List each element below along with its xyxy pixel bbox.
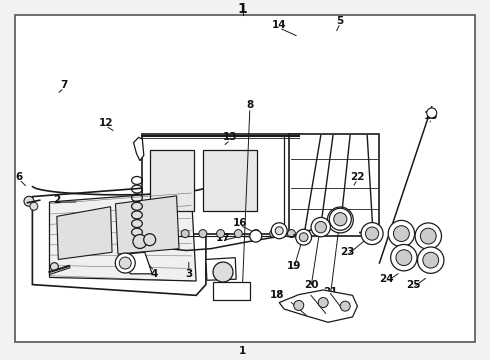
Circle shape xyxy=(361,222,383,244)
Circle shape xyxy=(213,262,233,282)
Text: 24: 24 xyxy=(379,274,394,284)
Circle shape xyxy=(315,221,326,233)
Circle shape xyxy=(271,223,287,239)
Text: 10: 10 xyxy=(138,201,152,211)
Polygon shape xyxy=(125,252,152,274)
Text: 5: 5 xyxy=(337,15,344,26)
Circle shape xyxy=(318,298,328,307)
Text: 7: 7 xyxy=(60,80,68,90)
Polygon shape xyxy=(49,191,196,281)
Polygon shape xyxy=(134,138,144,161)
Circle shape xyxy=(146,230,154,238)
Text: 21: 21 xyxy=(323,287,338,297)
Circle shape xyxy=(334,213,347,226)
Circle shape xyxy=(270,230,278,238)
Text: 25: 25 xyxy=(406,280,421,289)
Text: 6: 6 xyxy=(16,172,23,182)
Circle shape xyxy=(250,230,262,242)
Circle shape xyxy=(275,227,283,235)
Circle shape xyxy=(199,230,207,238)
Circle shape xyxy=(427,108,437,118)
Circle shape xyxy=(234,230,242,238)
Bar xyxy=(203,150,257,211)
Circle shape xyxy=(50,263,58,271)
Polygon shape xyxy=(279,290,357,322)
Circle shape xyxy=(299,233,308,242)
Circle shape xyxy=(30,202,38,210)
Text: 24: 24 xyxy=(396,238,411,248)
Circle shape xyxy=(144,234,156,246)
Circle shape xyxy=(252,230,260,238)
Text: 9: 9 xyxy=(129,213,136,223)
Polygon shape xyxy=(57,207,112,260)
Bar xyxy=(289,134,379,236)
Text: 14: 14 xyxy=(272,20,287,30)
Text: 2: 2 xyxy=(53,195,60,205)
Circle shape xyxy=(415,223,441,249)
Circle shape xyxy=(388,220,415,247)
Bar xyxy=(149,150,194,211)
Circle shape xyxy=(296,229,312,245)
Polygon shape xyxy=(206,258,236,280)
Circle shape xyxy=(217,230,224,238)
Text: 18: 18 xyxy=(270,291,284,300)
Circle shape xyxy=(396,250,412,266)
Text: 11: 11 xyxy=(152,202,167,212)
Text: 3: 3 xyxy=(185,269,193,279)
Circle shape xyxy=(391,244,417,271)
Text: 16: 16 xyxy=(233,218,247,228)
Polygon shape xyxy=(116,196,179,254)
Text: 23: 23 xyxy=(341,247,355,257)
Text: 1: 1 xyxy=(238,2,247,16)
Circle shape xyxy=(393,226,409,242)
Bar xyxy=(213,282,250,300)
Circle shape xyxy=(417,247,444,273)
Circle shape xyxy=(133,234,147,248)
Circle shape xyxy=(119,257,131,269)
Circle shape xyxy=(420,228,436,244)
Text: 12: 12 xyxy=(98,118,113,128)
Text: 20: 20 xyxy=(304,280,318,289)
Bar xyxy=(143,134,299,234)
Text: 15: 15 xyxy=(423,111,438,121)
Text: 22: 22 xyxy=(350,172,365,182)
Circle shape xyxy=(329,208,351,230)
Text: 1: 1 xyxy=(239,346,246,356)
Circle shape xyxy=(288,230,295,238)
Circle shape xyxy=(366,227,379,240)
Polygon shape xyxy=(32,184,206,295)
Circle shape xyxy=(164,230,171,238)
Circle shape xyxy=(327,207,353,233)
Text: 25: 25 xyxy=(422,237,437,247)
Circle shape xyxy=(423,252,439,268)
Circle shape xyxy=(115,253,135,273)
Circle shape xyxy=(340,301,350,311)
Circle shape xyxy=(294,301,304,310)
Circle shape xyxy=(181,230,189,238)
Circle shape xyxy=(24,196,34,206)
Text: 17: 17 xyxy=(216,233,230,243)
Circle shape xyxy=(311,217,330,237)
Text: 8: 8 xyxy=(246,100,253,110)
Circle shape xyxy=(332,212,348,228)
Text: 4: 4 xyxy=(151,269,158,279)
Text: 13: 13 xyxy=(223,132,238,142)
Text: 19: 19 xyxy=(287,261,301,271)
